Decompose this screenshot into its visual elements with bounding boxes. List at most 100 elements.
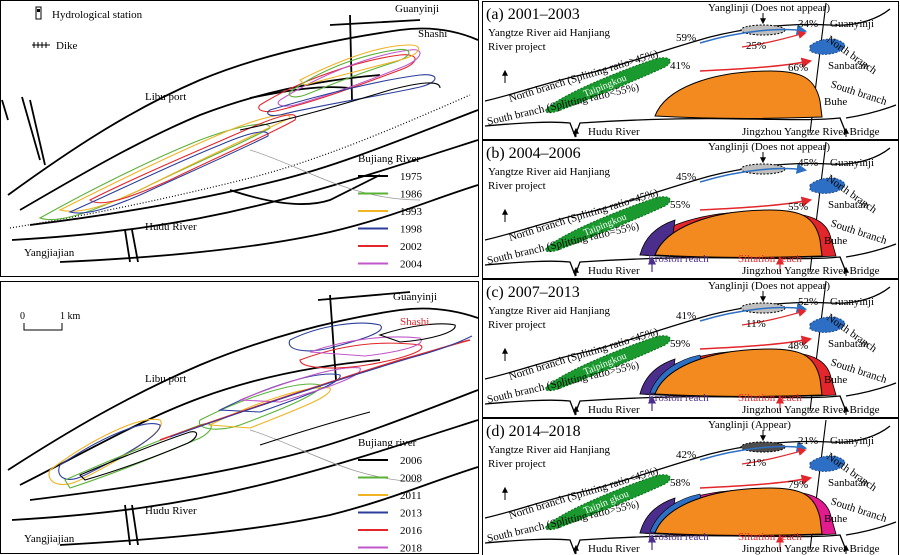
legend-year-2006: 2006 (400, 455, 423, 467)
label-hudu-river: Hudu River (145, 221, 197, 233)
station-icon (35, 6, 42, 20)
label-yangjiajian: Yangjiajian (24, 533, 75, 545)
sanbatan-label: Sanbatan (828, 477, 869, 489)
project-label-2: River project (488, 319, 546, 331)
legend-year-2016: 2016 (400, 525, 423, 537)
south-sandbar (654, 487, 823, 536)
south-flow-arrow (699, 196, 813, 211)
sanbatan-bar (809, 177, 846, 194)
sanbatan-percent: 66% (788, 62, 808, 74)
taipingkou-bar (545, 57, 671, 114)
south-flow-arrow (699, 474, 813, 489)
sanbatan-bar (809, 455, 846, 472)
label-libu-port: Libu port (145, 91, 186, 103)
cross-percent: 21% (746, 457, 766, 469)
map-frame (0, 0, 479, 277)
panel-d: Taipin gkou(d) 2014–2018 Yanglinji (Appea… (482, 418, 899, 555)
bridge-label: Jingzhou Yangtze River Bridge (742, 404, 880, 416)
yanglinji-percent: 52% (798, 296, 818, 308)
yanglinji-percent: 45% (798, 157, 818, 169)
sanbatan-percent: 55% (788, 201, 808, 213)
map-2006-2018: 0 1 km Guanyinji Shashi Libu port Hudu R… (0, 281, 479, 555)
bridge-label: Jingzhou Yangtze River Bridge (742, 543, 880, 555)
sanbatan-label: Sanbatan (828, 60, 869, 72)
schematic-panels: Taipingkou(a) 2001–2003 Yanglinji (Does n… (482, 1, 899, 555)
legend-year-2008: 2008 (400, 473, 423, 485)
siltation-reach-label: Siltation reach (738, 531, 802, 543)
legend-year-2011: 2011 (400, 490, 422, 502)
legend-title: Bujiang River (358, 153, 420, 165)
sanbatan-bar (809, 316, 846, 333)
cross-flow-arrow (741, 308, 807, 326)
south-bank (484, 521, 897, 555)
legend-year-2002: 2002 (400, 241, 422, 253)
siltation-reach-label: Siltation reach (738, 253, 802, 265)
hudu-river-label: Hudu River (588, 404, 640, 416)
yanglinji-percent: 34% (798, 18, 818, 30)
cross-percent: 11% (746, 318, 766, 330)
north-flow-arrow (699, 163, 808, 183)
hudu-river-label: Hudu River (588, 543, 640, 555)
sanbatan-label: Sanbatan (828, 338, 869, 350)
legend-title: Bujiang river (358, 437, 417, 449)
road (249, 149, 421, 201)
north-flow-arrow (699, 302, 808, 322)
map-frame (0, 281, 479, 554)
siltation-reach-label: Siltation reach (738, 392, 802, 404)
sandbar-outlines (38, 44, 441, 221)
south-bank (484, 104, 897, 138)
project-label-1: Yangtze River aid Hanjiang (488, 166, 610, 178)
buhe-label: Buhe (824, 96, 847, 108)
label-libu-port: Libu port (145, 373, 186, 385)
panel-title: (a) 2001–2003 (486, 6, 580, 23)
map-legend-symbols: Hydrological station Dike (32, 6, 143, 52)
label-hudu-river: Hudu River (145, 505, 197, 517)
label-guanyinji: Guanyinji (393, 291, 437, 303)
project-label-2: River project (488, 180, 546, 192)
panel-title: (b) 2004–2006 (486, 145, 581, 162)
sanbatan-percent: 79% (788, 479, 808, 491)
erosion-reach-label: Erosion reach (648, 531, 709, 543)
south-sandbar (654, 348, 823, 397)
yanglinji-label: Yanglinji (Does not appear) (708, 2, 830, 14)
yanglinji-label: Yanglinji (Does not appear) (708, 280, 830, 292)
south-percent: 59% (670, 338, 690, 350)
yanglinji-label: Yanglinji (Appear) (708, 419, 791, 431)
cross-flow-arrow (741, 30, 807, 48)
dike-icon (32, 42, 50, 48)
scale-bar: 0 1 km (20, 311, 81, 331)
legend-station-label: Hydrological station (52, 9, 143, 21)
sanbatan-percent: 48% (788, 340, 808, 352)
hudu-river-label: Hudu River (588, 265, 640, 277)
north-bank (484, 286, 891, 380)
south-sandbar (654, 70, 823, 119)
map-1975-2004: Guanyinji Shashi Libu port Hudu River Ya… (0, 0, 479, 277)
legend-year-2013: 2013 (400, 508, 423, 520)
north-percent: 41% (676, 310, 696, 322)
yanglinji-percent: 21% (798, 435, 818, 447)
label-yangjiajian: Yangjiajian (24, 247, 75, 259)
north-bank (484, 147, 891, 241)
bridge-label: Jingzhou Yangtze River Bridge (742, 265, 880, 277)
project-label-2: River project (488, 458, 546, 470)
north-percent: 45% (676, 171, 696, 183)
guanyinji-label: Guanyinji (830, 18, 874, 30)
sanbatan-label: Sanbatan (828, 199, 869, 211)
label-shashi: Shashi (418, 28, 447, 40)
project-label-1: Yangtze River aid Hanjiang (488, 27, 610, 39)
year-legend-top: Bujiang River 1975 1986 1993 1998 2002 2004 (358, 153, 423, 271)
guanyinji-label: Guanyinji (830, 435, 874, 447)
sandbar-outlines (48, 322, 473, 489)
north-flow-arrow (699, 24, 808, 44)
year-legend-bottom: Bujiang river 2006 2008 2011 2013 2016 2018 (358, 437, 423, 555)
north-flow-arrow (699, 441, 808, 461)
south-flow-arrow (699, 57, 813, 72)
legend-year-1975: 1975 (400, 171, 423, 183)
taipingkou-bar (545, 196, 671, 253)
legend-year-1993: 1993 (400, 206, 423, 218)
south-bank (484, 243, 897, 277)
buhe-label: Buhe (824, 513, 847, 525)
buhe-label: Buhe (824, 374, 847, 386)
guanyinji-label: Guanyinji (830, 157, 874, 169)
